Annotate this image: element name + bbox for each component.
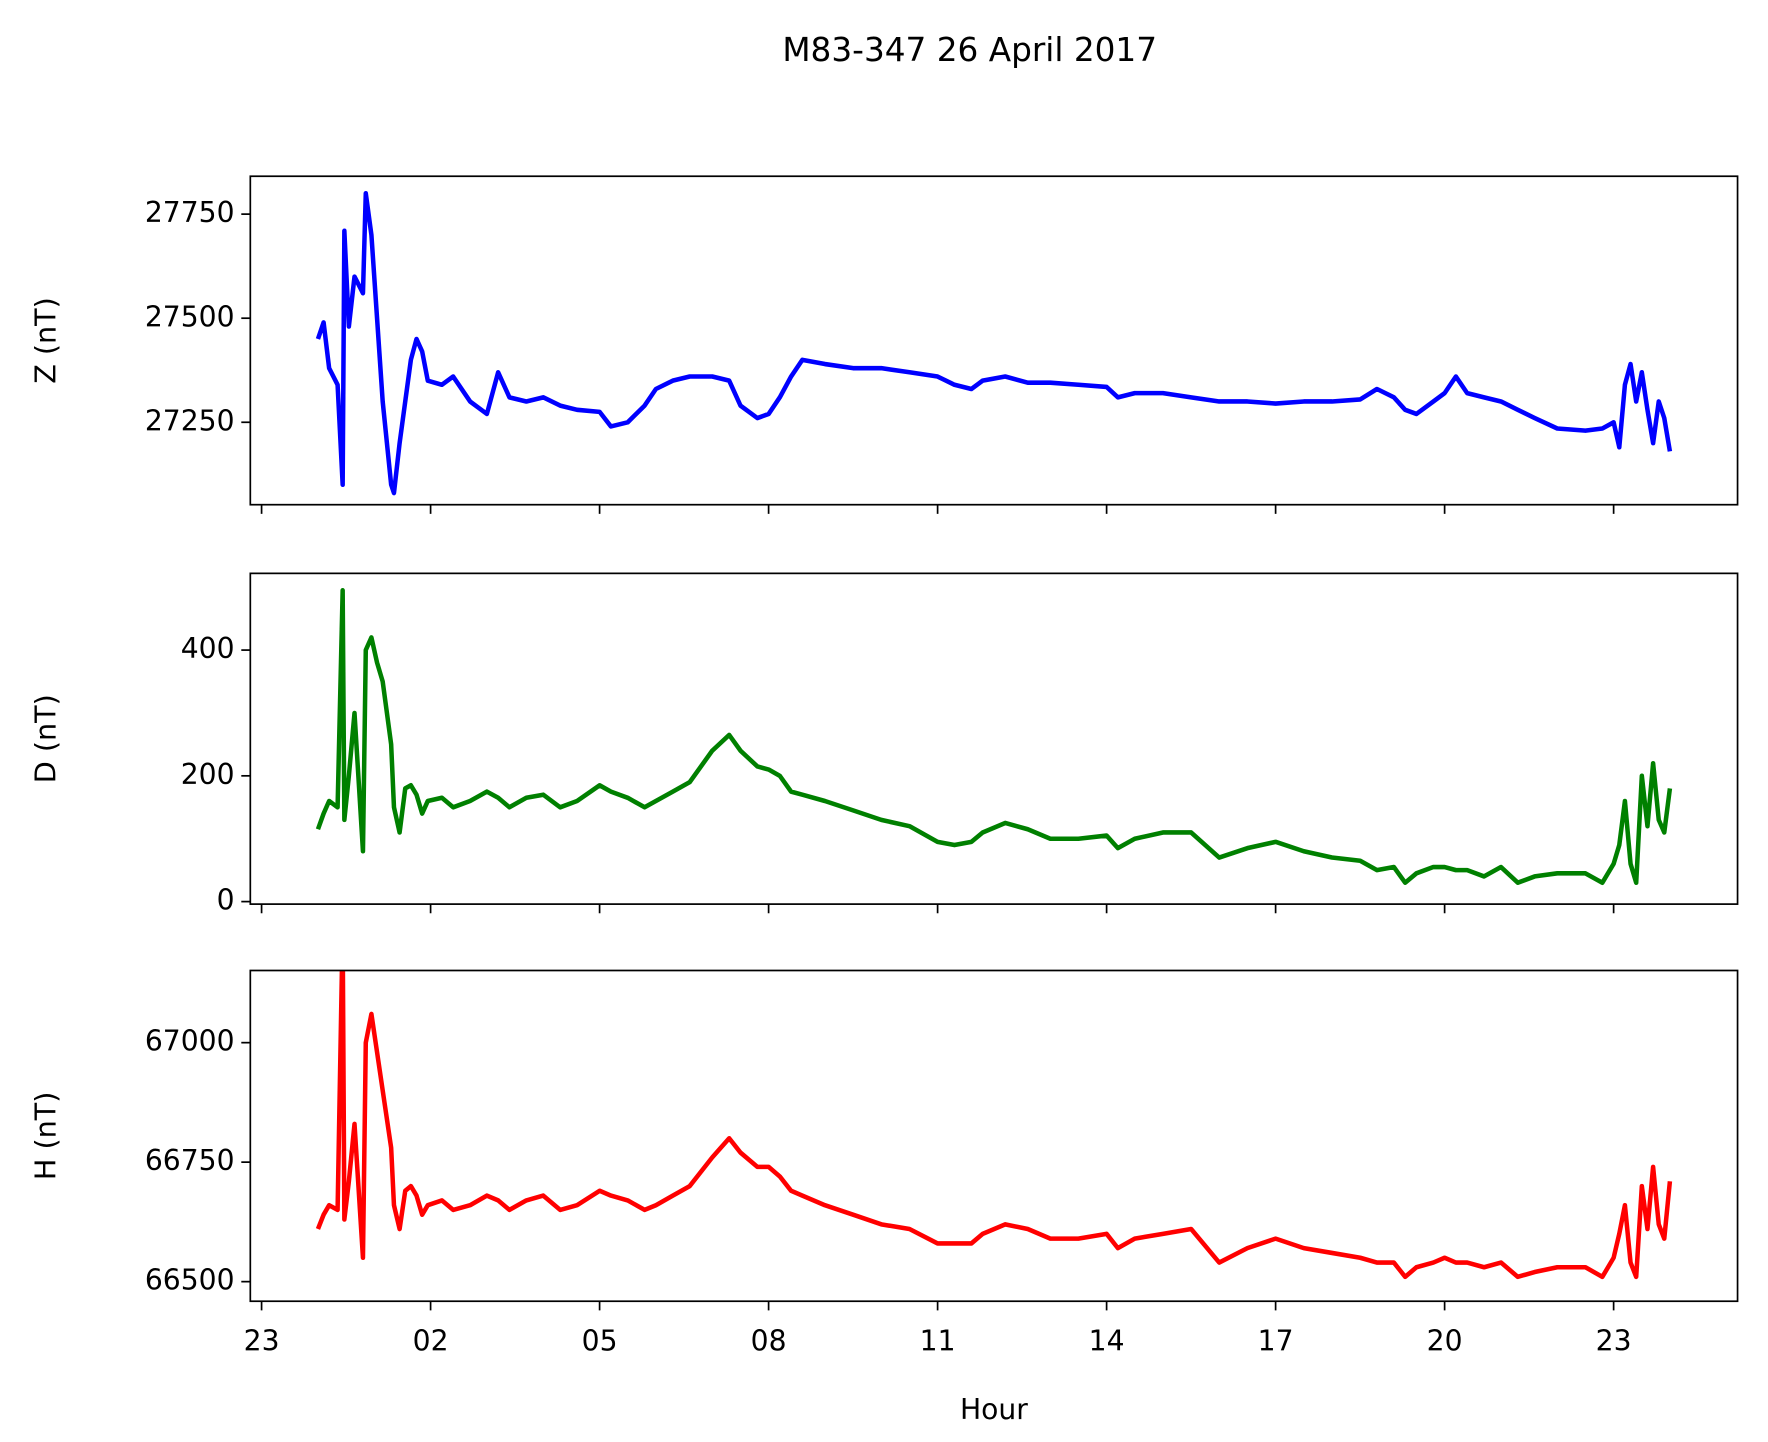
y-tick-label: 66750: [145, 1144, 235, 1177]
x-tick-label: 20: [1427, 1324, 1463, 1357]
x-tick-label: 17: [1258, 1324, 1294, 1357]
x-tick-label: 23: [1596, 1324, 1632, 1357]
y-tick-label: 66500: [145, 1264, 235, 1297]
y-tick-label: 67000: [145, 1025, 235, 1058]
data-line: [315, 970, 1673, 1280]
plot-area: [315, 970, 1673, 1280]
x-tick-label: 11: [920, 1324, 956, 1357]
x-axis-label: Hour: [960, 1393, 1028, 1426]
y-tick-label: 27500: [145, 300, 235, 333]
x-tick-label: 05: [582, 1324, 618, 1357]
y-tick-label: 27250: [145, 404, 235, 437]
x-tick-label: 02: [413, 1324, 449, 1357]
x-tick-label: 23: [244, 1324, 280, 1357]
x-tick-label: 14: [1089, 1324, 1125, 1357]
chart-title: M83-347 26 April 2017: [782, 30, 1157, 69]
x-tick-label: 08: [751, 1324, 787, 1357]
y-tick-label: 400: [181, 632, 235, 665]
y-tick-label: 27750: [145, 196, 235, 229]
y-tick-label: 200: [181, 758, 235, 791]
axes-frame: [249, 175, 1739, 506]
data-line: [315, 588, 1673, 885]
y-axis-label: H (nT): [29, 1092, 62, 1181]
y-axis-label: D (nT): [29, 694, 62, 783]
plot-area: [315, 191, 1673, 496]
axes-frame: [249, 969, 1739, 1303]
y-axis-label: Z (nT): [29, 297, 62, 384]
axes-frame: [249, 572, 1739, 905]
plot-area: [315, 588, 1673, 885]
y-tick-label: 0: [217, 883, 235, 916]
data-line: [315, 191, 1673, 496]
